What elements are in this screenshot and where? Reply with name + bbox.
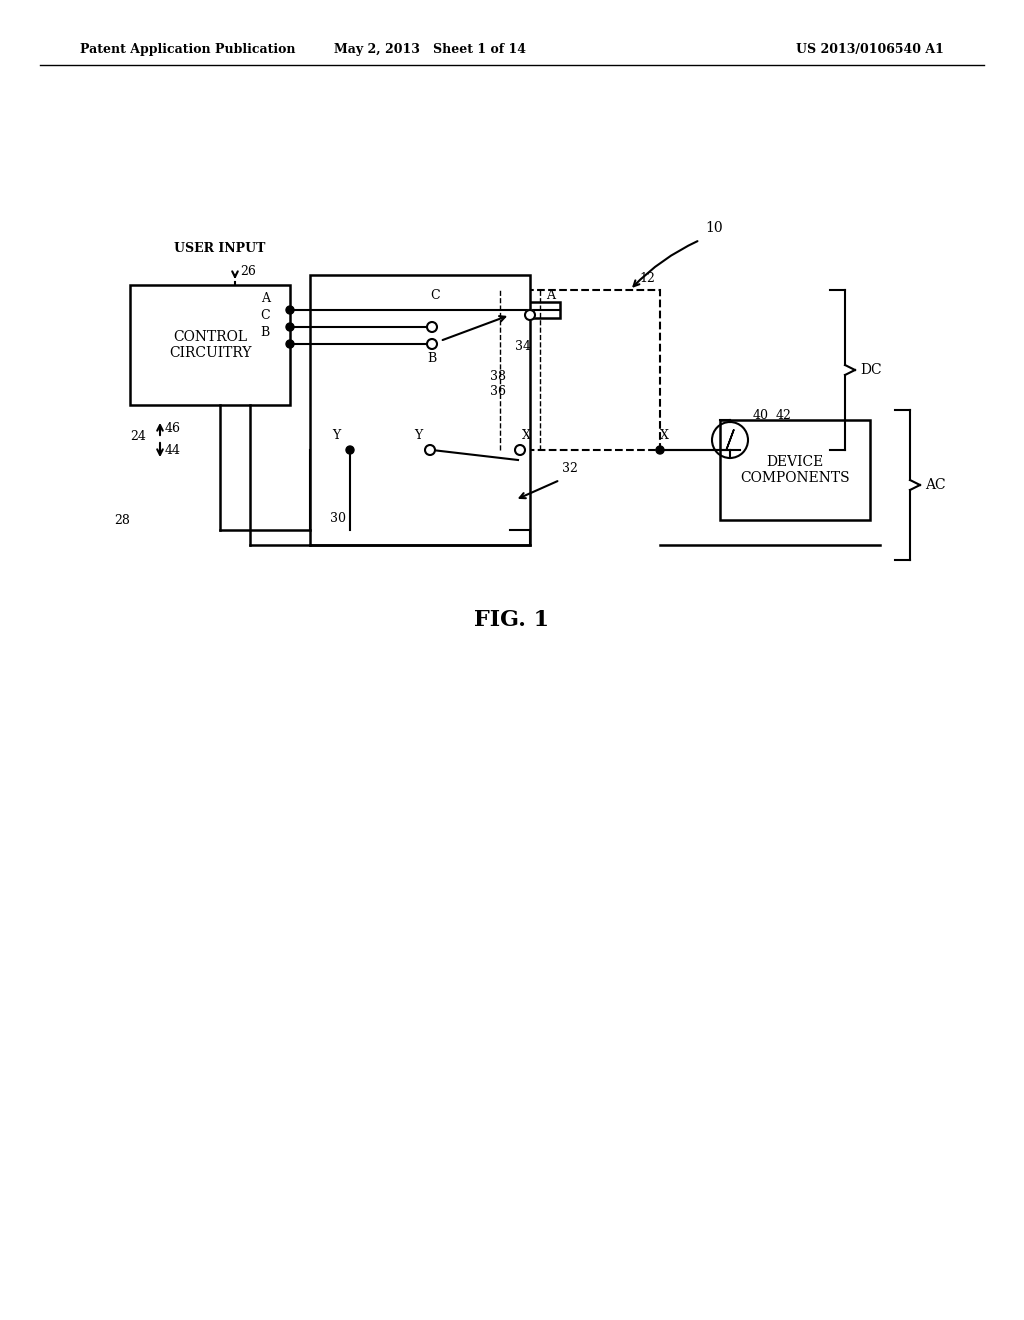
Text: AC: AC <box>925 478 945 492</box>
Text: Y: Y <box>332 429 340 442</box>
Text: C: C <box>430 289 439 302</box>
Text: 40: 40 <box>753 409 769 422</box>
Text: May 2, 2013   Sheet 1 of 14: May 2, 2013 Sheet 1 of 14 <box>334 44 526 57</box>
Text: CONTROL
CIRCUITRY: CONTROL CIRCUITRY <box>169 330 251 360</box>
Text: 38: 38 <box>490 370 506 383</box>
Text: 32: 32 <box>562 462 578 475</box>
Text: A: A <box>546 289 555 302</box>
Text: 24: 24 <box>130 430 145 444</box>
Text: X: X <box>522 429 530 442</box>
Text: 30: 30 <box>330 512 346 525</box>
Circle shape <box>427 322 437 333</box>
Bar <box>720 420 870 520</box>
Text: DEVICE
COMPONENTS: DEVICE COMPONENTS <box>740 455 850 486</box>
Text: 42: 42 <box>776 409 792 422</box>
Text: 12: 12 <box>639 272 655 285</box>
Text: 46: 46 <box>165 421 181 434</box>
Bar <box>310 275 530 545</box>
Text: 28: 28 <box>114 513 130 527</box>
Text: DC: DC <box>860 363 882 378</box>
Text: A: A <box>261 292 270 305</box>
Text: 26: 26 <box>240 265 256 279</box>
Circle shape <box>286 306 294 314</box>
Bar <box>430 302 560 318</box>
Text: Patent Application Publication: Patent Application Publication <box>80 44 296 57</box>
Text: B: B <box>427 352 436 366</box>
Text: Y: Y <box>414 429 422 442</box>
Circle shape <box>425 445 435 455</box>
Text: FIG. 1: FIG. 1 <box>474 609 550 631</box>
Text: X: X <box>660 429 669 442</box>
Bar <box>130 285 290 405</box>
Circle shape <box>346 446 354 454</box>
Text: B: B <box>261 326 270 339</box>
Text: 10: 10 <box>705 220 723 235</box>
Text: 44: 44 <box>165 444 181 457</box>
Circle shape <box>286 323 294 331</box>
Circle shape <box>427 339 437 348</box>
Circle shape <box>515 445 525 455</box>
Circle shape <box>525 310 535 319</box>
Text: USER INPUT: USER INPUT <box>174 242 265 255</box>
Circle shape <box>656 446 664 454</box>
Bar <box>350 290 660 450</box>
Circle shape <box>286 341 294 348</box>
Text: US 2013/0106540 A1: US 2013/0106540 A1 <box>796 44 944 57</box>
Text: C: C <box>260 309 270 322</box>
Text: 34: 34 <box>515 341 531 352</box>
Text: 36: 36 <box>490 385 506 399</box>
